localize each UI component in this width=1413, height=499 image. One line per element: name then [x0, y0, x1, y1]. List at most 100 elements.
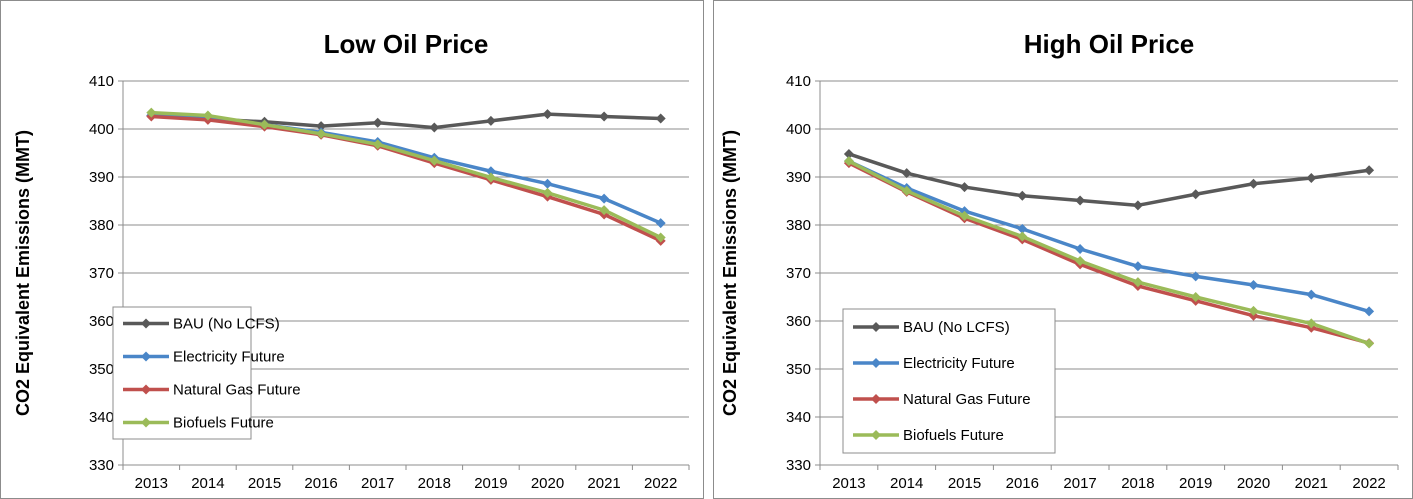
legend-box: [112, 306, 252, 440]
x-tick-label: 2018: [1121, 475, 1154, 492]
series-line-biofuels-future: [151, 110, 662, 240]
y-tick-label: 340: [89, 409, 114, 426]
y-tick-label: 400: [89, 121, 114, 138]
data-point-biofuels-future: [901, 185, 912, 196]
chart-high-oil-price: High Oil Price CO2 Equivalent Emissions (…: [720, 29, 1399, 492]
data-point-bau-no-lcfs: [843, 148, 854, 159]
y-tick-label: 380: [89, 217, 114, 234]
data-point-bau-no-lcfs: [1075, 195, 1086, 206]
data-point-electricity-future: [1132, 261, 1143, 272]
series-line-bau-no-lcfs: [848, 152, 1370, 208]
y-tick-label: 390: [89, 169, 114, 186]
x-tick-label: 2022: [644, 475, 677, 492]
chart-panel-high-oil: High Oil Price CO2 Equivalent Emissions (…: [713, 0, 1413, 499]
x-tick-label: 2019: [1179, 475, 1212, 492]
x-tick-label: 2013: [135, 475, 168, 492]
data-point-electricity-future: [1248, 280, 1259, 290]
y-tick-label: 340: [786, 409, 811, 426]
y-tick-label: 330: [786, 457, 811, 474]
y-tick-label: 350: [89, 361, 114, 378]
data-point-bau-no-lcfs: [599, 111, 610, 122]
data-point-biofuels-future: [259, 119, 270, 130]
data-point-bau-no-lcfs: [542, 109, 553, 120]
data-point-biofuels-future: [429, 155, 440, 166]
x-tick-label: 2022: [1352, 475, 1385, 492]
data-point-bau-no-lcfs: [1017, 190, 1028, 201]
x-tick-label: 2017: [1063, 475, 1096, 492]
chart-low-oil-price: Low Oil Price CO2 Equivalent Emissions (M…: [13, 29, 690, 492]
legend-marker-bau-no-lcfs: [141, 318, 151, 329]
data-point-electricity-future: [542, 178, 553, 189]
legend-marker-electricity-future: [871, 358, 881, 368]
y-tick-label: 330: [89, 457, 114, 474]
data-point-biofuels-future: [542, 187, 553, 198]
data-point-biofuels-future: [1364, 338, 1375, 349]
data-point-biofuels-future: [655, 232, 666, 243]
data-point-electricity-future: [485, 166, 496, 177]
y-tick-label: 350: [786, 361, 811, 378]
legend-label: Biofuels Future: [903, 427, 1004, 444]
data-point-biofuels-future: [1132, 277, 1143, 288]
x-tick-label: 2014: [191, 475, 224, 492]
series-line-electricity-future: [848, 159, 1370, 314]
data-point-bau-no-lcfs: [316, 121, 327, 132]
data-point-biofuels-future: [1017, 231, 1028, 242]
legend-label: Natural Gas Future: [173, 382, 301, 399]
x-tick-label: 2015: [948, 475, 981, 492]
data-point-bau-no-lcfs: [1306, 172, 1317, 183]
data-point-biofuels-future: [485, 172, 496, 183]
chart-title: High Oil Price: [1024, 29, 1195, 59]
x-tick-label: 2020: [1237, 475, 1270, 492]
y-tick-label: 360: [89, 313, 114, 330]
data-point-electricity-future: [655, 218, 666, 229]
data-point-bau-no-lcfs: [485, 115, 496, 126]
legend-label: Electricity Future: [903, 355, 1015, 372]
y-tick-label: 380: [786, 217, 811, 234]
data-point-bau-no-lcfs: [901, 168, 912, 179]
x-tick-label: 2013: [832, 475, 865, 492]
data-point-bau-no-lcfs: [959, 182, 970, 193]
data-point-bau-no-lcfs: [1190, 189, 1201, 200]
legend-marker-biofuels-future: [141, 417, 151, 428]
data-point-electricity-future: [1075, 244, 1086, 254]
legend-box: [842, 308, 1056, 454]
legend-marker-bau-no-lcfs: [871, 322, 881, 332]
x-tick-label: 2021: [587, 475, 620, 492]
x-tick-label: 2020: [531, 475, 564, 492]
data-point-biofuels-future: [959, 210, 970, 221]
data-point-electricity-future: [1364, 306, 1375, 317]
x-tick-label: 2019: [474, 475, 507, 492]
y-tick-label: 370: [786, 265, 811, 282]
data-point-biofuels-future: [1075, 256, 1086, 266]
legend-label: BAU (No LCFS): [903, 319, 1010, 336]
x-tick-label: 2016: [304, 475, 337, 492]
data-point-biofuels-future: [372, 139, 383, 150]
series-line-biofuels-future: [848, 159, 1370, 346]
legend-label: Electricity Future: [173, 349, 285, 366]
data-point-biofuels-future: [202, 110, 213, 121]
chart-panel-low-oil: Low Oil Price CO2 Equivalent Emissions (M…: [0, 0, 704, 499]
data-point-bau-no-lcfs: [1132, 200, 1143, 211]
legend-marker-electricity-future: [141, 351, 151, 362]
x-tick-label: 2021: [1295, 475, 1328, 492]
legend-label: BAU (No LCFS): [173, 316, 280, 333]
y-axis-label: CO2 Equivalent Emissions (MMT): [720, 130, 740, 416]
legend-label: Natural Gas Future: [903, 391, 1031, 408]
y-axis-label: CO2 Equivalent Emissions (MMT): [13, 130, 33, 416]
data-point-bau-no-lcfs: [429, 122, 440, 133]
data-point-electricity-future: [599, 193, 610, 204]
data-point-bau-no-lcfs: [1364, 165, 1375, 176]
x-tick-label: 2018: [418, 475, 451, 492]
y-tick-label: 370: [89, 265, 114, 282]
data-point-biofuels-future: [1306, 318, 1317, 329]
x-tick-label: 2015: [248, 475, 281, 492]
legend-marker-natural-gas-future: [871, 394, 881, 404]
data-point-biofuels-future: [599, 205, 610, 216]
data-point-biofuels-future: [146, 107, 157, 118]
data-point-electricity-future: [1190, 271, 1201, 282]
legend-label: Biofuels Future: [173, 415, 274, 432]
data-point-biofuels-future: [316, 128, 327, 139]
data-point-biofuels-future: [1248, 305, 1259, 316]
chart-title: Low Oil Price: [324, 29, 489, 59]
data-point-bau-no-lcfs: [1248, 178, 1259, 189]
